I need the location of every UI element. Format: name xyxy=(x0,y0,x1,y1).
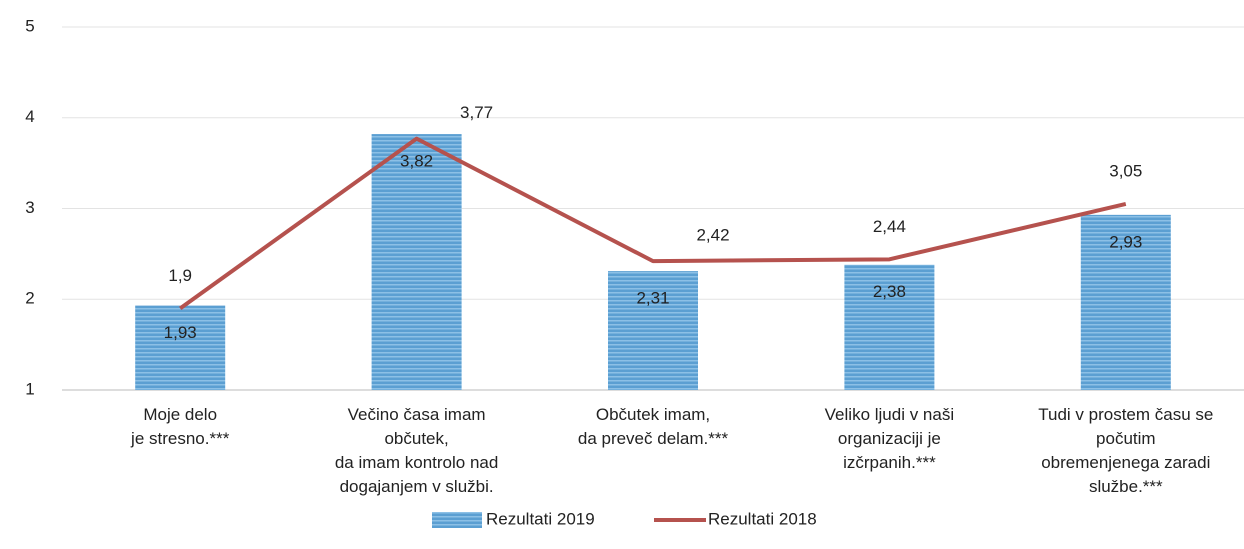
line-value-label: 2,44 xyxy=(873,217,906,236)
line-value-label: 3,05 xyxy=(1109,161,1142,180)
bar xyxy=(608,271,698,390)
line-value-label: 1,9 xyxy=(168,266,192,285)
y-tick-label: 1 xyxy=(25,379,34,398)
y-tick-label: 4 xyxy=(25,107,34,126)
x-tick-label: Moje delo je stresno.*** xyxy=(131,405,230,448)
x-tick-label: Občutek imam, da preveč delam.*** xyxy=(577,405,729,448)
y-tick-label: 3 xyxy=(25,198,34,217)
legend-label: Rezultati 2019 xyxy=(486,509,595,528)
bar xyxy=(135,305,226,390)
line-value-label: 3,77 xyxy=(460,103,493,122)
x-tick-label: Veliko ljudi v naši organizaciji je izčr… xyxy=(824,405,955,472)
y-tick-label: 5 xyxy=(25,16,34,35)
bar xyxy=(371,134,462,390)
legend-swatch xyxy=(432,512,482,528)
bar-value-label: 3,82 xyxy=(400,152,433,171)
x-tick-label: Večino časa imam občutek, da imam kontro… xyxy=(334,405,499,496)
y-tick-label: 2 xyxy=(25,289,34,308)
bar xyxy=(844,264,935,390)
legend-label: Rezultati 2018 xyxy=(708,509,817,528)
line xyxy=(179,136,1127,310)
bar-value-label: 1,93 xyxy=(164,323,197,342)
line-value-label: 2,42 xyxy=(696,226,729,245)
bar-value-label: 2,93 xyxy=(1109,232,1142,251)
bar-value-label: 2,31 xyxy=(636,289,669,308)
x-tick-label: Tudi v prostem času se počutim obremenje… xyxy=(1038,405,1214,496)
bar xyxy=(1080,214,1171,390)
bar-value-label: 2,38 xyxy=(873,282,906,301)
